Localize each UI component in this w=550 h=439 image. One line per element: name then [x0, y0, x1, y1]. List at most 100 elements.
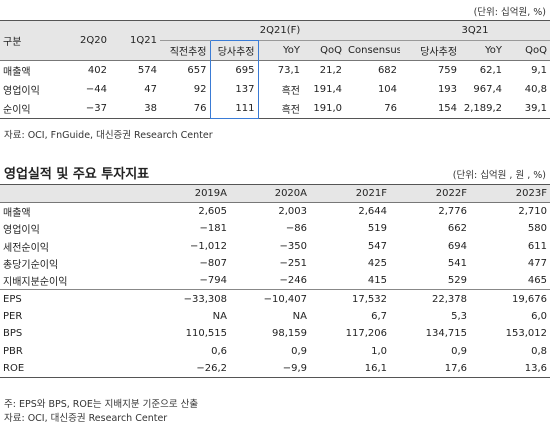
header-cell: 직전추정: [160, 40, 210, 61]
cell: 425: [367, 258, 387, 270]
data-row: PBR 0,6 0,9 1,0 0,9 0,8: [0, 342, 550, 359]
data-row: ROE −26,2 −9,9 16,1 17,6 13,6: [0, 360, 550, 378]
source-note: 자료: OCI, 대신증권 Research Center: [4, 413, 168, 424]
cell: 694: [447, 240, 467, 252]
cell: 0,8: [531, 345, 547, 357]
cell: 6,7: [371, 310, 387, 322]
row-label: ROE: [3, 362, 25, 374]
data-row: 총당기순이익 −807 −251 425 541 477: [0, 255, 550, 272]
cell: 967,4: [473, 84, 503, 95]
header-cell: YoY: [460, 40, 506, 61]
data-row: 세전순이익 −1,012 −350 547 694 611: [0, 238, 550, 255]
header-cell: 2019A: [150, 184, 230, 203]
data-row: 지배지분순이익 −794 −246 415 529 465: [0, 272, 550, 290]
cell: 1,0: [371, 345, 387, 357]
cell: NA: [212, 310, 227, 322]
cell: −246: [279, 275, 307, 287]
cell: 21,2: [303, 60, 345, 80]
cell: 104: [377, 84, 398, 95]
cell: 5,3: [451, 310, 467, 322]
cell: −9,9: [282, 362, 307, 374]
cell: 580: [527, 223, 547, 235]
header-cell: QoQ: [505, 40, 550, 61]
cell: 0,6: [211, 345, 227, 357]
cell: 73,1: [258, 60, 303, 80]
cell: −181: [199, 223, 227, 235]
header-cell: [0, 184, 150, 203]
cell: 2,644: [310, 202, 390, 221]
cell: 0,9: [451, 345, 467, 357]
cell: 98,159: [272, 328, 307, 340]
data-row: 매출액 2,605 2,003 2,644 2,776 2,710: [0, 202, 550, 221]
cell: 611: [527, 240, 547, 252]
row-label: BPS: [3, 328, 23, 340]
header-cell: 구분: [0, 20, 60, 61]
row-label: PBR: [3, 345, 23, 357]
header-cell: 2021F: [310, 184, 390, 203]
cell: 17,6: [444, 362, 467, 374]
cell: 2,605: [150, 202, 230, 221]
source-note: 자료: OCI, FnGuide, 대신증권 Research Center: [4, 130, 213, 141]
cell: 62,1: [460, 60, 506, 80]
header-row: 구분 2Q20 1Q21 2Q21(F) 3Q21: [0, 20, 550, 61]
cell: −807: [199, 258, 227, 270]
cell: 193: [437, 84, 458, 95]
cell: 6,0: [531, 310, 547, 322]
cell: −26,2: [196, 362, 227, 374]
header-row: 2019A 2020A 2021F 2022F 2023F: [0, 184, 550, 203]
header-cell: 2023F: [470, 184, 550, 203]
cell: 547: [367, 240, 387, 252]
header-cell: Consensus: [345, 40, 401, 61]
cell: −86: [285, 223, 307, 235]
cell: 541: [447, 258, 467, 270]
data-row: BPS 110,515 98,159 117,206 134,715 153,012: [0, 325, 550, 342]
data-row: 영업이익 −44 47 92 137 흑전 191,4 104 193 967,4 40,8: [0, 80, 550, 99]
cell: −33,308: [150, 289, 230, 308]
cell: NA: [292, 310, 307, 322]
cell: 17,532: [310, 289, 390, 308]
cell: 흑전: [281, 86, 300, 97]
cell: 759: [400, 60, 461, 80]
cell: −1,012: [189, 240, 227, 252]
group-header: 3Q21: [400, 20, 550, 41]
row-label: EPS: [0, 289, 150, 308]
cell: 415: [367, 275, 387, 287]
cell: −10,407: [230, 289, 310, 308]
data-row: 매출액 402 574 657 695 73,1 21,2 682 759 62,1 9,1: [0, 60, 550, 80]
cell: 2,776: [390, 202, 470, 221]
cell: 529: [447, 275, 467, 287]
footnote: 주: EPS와 BPS, ROE는 지배지분 기준으로 산출: [4, 399, 199, 410]
header-cell: 1Q21: [110, 20, 160, 61]
cell: −251: [279, 258, 307, 270]
cell: 117,206: [345, 328, 387, 340]
cell: 402: [60, 60, 110, 80]
cell: 153,012: [505, 328, 547, 340]
cell: 695: [209, 60, 259, 80]
header-cell: 당사추정: [400, 40, 461, 61]
cell: 154: [437, 103, 458, 114]
table-title: 영업실적 및 주요 투자지표: [4, 167, 150, 182]
cell: 19,676: [470, 289, 550, 308]
cell: 191,4: [313, 84, 342, 95]
cell: 9,1: [505, 60, 550, 80]
cell: 519: [367, 223, 387, 235]
data-row: 영업이익 −181 −86 519 662 580: [0, 220, 550, 237]
cell: 16,1: [364, 362, 387, 374]
unit-label: (단위: 십억원 , 원 , %): [452, 170, 546, 181]
cell: 흑전: [281, 105, 300, 116]
data-row: PER NA NA 6,7 5,3 6,0: [0, 308, 550, 325]
row-label: 매출액: [0, 202, 150, 221]
cell: −350: [279, 240, 307, 252]
cell: 2,189,2: [463, 103, 503, 114]
row-label: 지배지분순이익: [3, 277, 68, 289]
cell: 76: [384, 103, 398, 114]
cell: 0,9: [291, 345, 307, 357]
cell: 574: [110, 60, 160, 80]
cell: −794: [199, 275, 227, 287]
cell: −37: [85, 103, 107, 114]
cell: 134,715: [425, 328, 467, 340]
row-label: 순이익: [3, 105, 31, 116]
unit-label: (단위: 십억원, %): [473, 7, 546, 18]
cell: −44: [85, 84, 107, 95]
cell: 2,710: [470, 202, 550, 221]
